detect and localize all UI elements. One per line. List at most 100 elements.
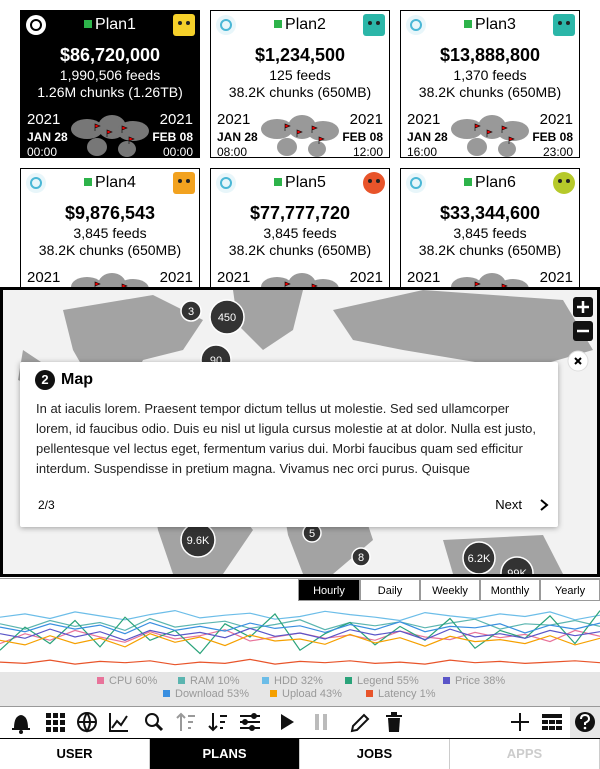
start-year: 2021 (217, 269, 251, 286)
mini-flag (508, 136, 515, 144)
mini-flag (106, 129, 113, 137)
plan-icon-bg (216, 15, 236, 35)
mini-flag (284, 281, 291, 289)
play-icon[interactable] (281, 714, 294, 730)
range-tab[interactable] (360, 579, 420, 601)
avatar-eye (566, 179, 570, 183)
status-dot (274, 178, 283, 186)
mini-flag (284, 123, 291, 131)
delete-icon[interactable] (386, 712, 402, 732)
globe-icon[interactable] (77, 712, 97, 733)
plan-name: Plan1 (95, 16, 136, 33)
card-header: Plan1 (21, 11, 199, 39)
grid-icon[interactable] (46, 713, 65, 732)
card-header: Plan3 (401, 11, 579, 39)
plan-chunks: 1.26M chunks (1.26TB) (37, 84, 183, 100)
pause-icon[interactable] (315, 714, 327, 730)
legend-label: Price 38% (455, 675, 505, 687)
plan-icon-fg (30, 19, 42, 31)
chart: Hourly Daily Weekly Monthly Yearly CPU 60% RAM… (0, 578, 600, 706)
cluster[interactable] (351, 547, 371, 567)
plan-icon (406, 173, 426, 193)
search-icon[interactable] (145, 713, 164, 732)
mini-flag (94, 281, 101, 289)
tour-next[interactable]: Next (495, 497, 522, 512)
sort-asc-icon[interactable] (176, 712, 195, 731)
legend-swatch (366, 690, 373, 697)
end-time: 23:00 (542, 145, 573, 158)
avatar (363, 172, 385, 194)
end-year: 2021 (539, 269, 573, 286)
tour-step: 2 (35, 370, 55, 390)
plan-chunks: 38.2K chunks (650MB) (418, 242, 562, 258)
cluster[interactable] (180, 300, 202, 322)
chart-icon[interactable] (109, 713, 128, 732)
plan-icon-bg (26, 173, 46, 193)
plan-name: Plan2 (285, 16, 326, 33)
range-tab-label: Weekly (432, 585, 468, 597)
start-date: JAN 28 (217, 130, 258, 144)
add-icon[interactable] (511, 713, 529, 731)
nav-tab[interactable]: PLANS (150, 739, 300, 769)
sort-desc-icon[interactable] (208, 713, 227, 732)
mini-flag (311, 125, 318, 133)
tour-progress: 2/3 (38, 498, 55, 512)
card-header: Plan6 (401, 169, 579, 197)
table-icon[interactable] (542, 714, 562, 730)
range-tab[interactable] (298, 579, 360, 601)
tour-close[interactable] (567, 350, 589, 372)
plan-feeds: 3,845 feeds (263, 225, 337, 241)
series-line (0, 627, 600, 641)
series-line (0, 621, 600, 635)
avatar-bg (363, 14, 385, 36)
plan-card[interactable]: Plan3 $13,888,800 1,370 feeds 38.2K chunks … (400, 10, 580, 158)
bell-icon[interactable] (12, 715, 30, 734)
help-icon[interactable] (570, 707, 600, 738)
series-line (0, 617, 600, 632)
nav-tab[interactable]: JOBS (300, 739, 450, 769)
cluster[interactable] (209, 299, 245, 335)
plan-icon-bg (26, 15, 46, 35)
tour-body: In at iaculis lorem. Praesent tempor dic… (36, 401, 537, 476)
end-time: 12:00 (352, 145, 383, 158)
mini-flag (474, 123, 481, 131)
plan-amount: $9,876,543 (64, 203, 156, 223)
mini-land (118, 141, 136, 157)
edit-icon[interactable] (350, 713, 370, 733)
nav-tab: APPS (450, 739, 600, 769)
plan-icon-fg (410, 19, 422, 31)
range-tab[interactable] (420, 579, 480, 601)
cluster[interactable] (500, 556, 534, 574)
start-year: 2021 (27, 111, 61, 128)
plan-card[interactable]: Plan2 $1,234,500 125 feeds 38.2K chunks (65… (210, 10, 390, 158)
plan-feeds: 125 feeds (269, 67, 331, 83)
tour-popup: 2 Map In at iaculis lorem. Praesent temp… (20, 362, 558, 527)
cluster[interactable] (462, 541, 496, 574)
mini-land (498, 141, 516, 157)
bottom-nav: USER PLANS JOBS APPS (0, 738, 600, 769)
end-date: FEB 08 (152, 130, 193, 144)
plan-card[interactable]: Plan1 $86,720,000 1,990,506 feeds 1.26M chu… (20, 10, 200, 158)
mini-land (467, 138, 487, 156)
mini-map (71, 115, 149, 157)
nav-tab[interactable]: USER (0, 739, 150, 769)
next-arrow (540, 499, 549, 511)
filter-icon[interactable] (240, 713, 260, 731)
status-dot (464, 178, 473, 186)
mini-map (451, 115, 529, 157)
status-dot (274, 20, 283, 28)
avatar-bg (553, 172, 575, 194)
plan-amount: $33,344,600 (439, 203, 541, 223)
legend-swatch (345, 677, 352, 684)
avatar (173, 14, 195, 36)
plan-amount: $13,888,800 (439, 45, 541, 65)
series-line (0, 658, 600, 666)
mini-land (277, 138, 297, 156)
avatar-eye (186, 179, 190, 183)
range-tab-label: Hourly (313, 585, 345, 597)
mini-flag (486, 129, 493, 137)
mini-flag (296, 129, 303, 137)
plan-feeds: 3,845 feeds (453, 225, 527, 241)
range-tab[interactable] (480, 579, 540, 601)
mini-land (117, 121, 149, 141)
